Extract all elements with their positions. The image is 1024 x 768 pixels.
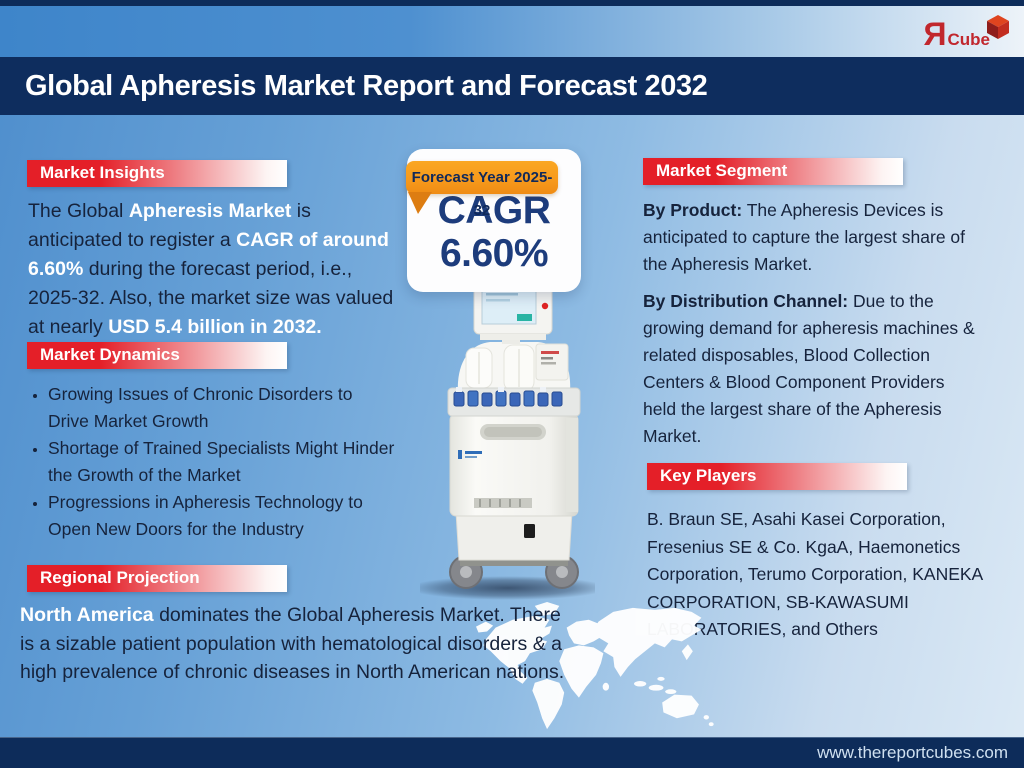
insights-seg-4: during the forecast period, i.e., 2025-3… [28,258,394,338]
by-product-paragraph: By Product: The Apheresis Devices is ant… [643,197,979,278]
regional-projection-label: Regional Projection [40,568,200,587]
page-title: Global Apheresis Market Report and Forec… [25,70,708,102]
rcube-logo: Я Cube [924,14,1011,56]
insights-highlight-usd: USD 5.4 billion in 2032. [108,316,322,338]
by-product-text: The Apheresis Devices is anticipated to … [643,200,966,274]
cube-logo-icon [987,15,1009,39]
forecast-ribbon: Forecast Year 2025-32 [406,161,558,219]
dynamics-item-2: Shortage of Trained Specialists Might Hi… [48,435,396,489]
market-dynamics-label: Market Dynamics [40,345,180,364]
footer-url[interactable]: www.thereportcubes.com [817,743,1008,762]
world-map-graphic [476,601,714,730]
dynamics-item-1: Growing Issues of Chronic Disorders to D… [48,381,396,435]
apheresis-machine-illustration [420,271,595,600]
market-dynamics-list: Growing Issues of Chronic Disorders to D… [28,381,396,543]
section-market-insights-header: Market Insights [27,160,287,187]
regional-projection-paragraph: North America dominates the Global Apher… [20,601,580,687]
cagr-value: 6.60% [439,232,549,275]
header-gradient-band: Я Cube [0,6,1024,57]
key-players-text: B. Braun SE, Asahi Kasei Corporation, Fr… [647,509,983,639]
section-market-dynamics-header: Market Dynamics [27,342,287,369]
market-segment-label: Market Segment [656,161,788,180]
top-navy-strip [0,0,1024,6]
logo-cube-text: Cube [947,30,991,49]
key-players-label: Key Players [660,466,757,485]
section-key-players-header: Key Players [647,463,907,490]
logo-r-letter: Я [923,16,947,52]
insights-seg-0: The Global [28,200,129,222]
cagr-label: CAGR [437,189,551,232]
by-channel-paragraph: By Distribution Channel: Due to the grow… [643,288,979,450]
insights-highlight-market: Apheresis Market [128,200,292,222]
title-bar: Global Apheresis Market Report and Forec… [0,57,1024,115]
ribbon-fold [408,192,432,214]
section-market-segment-header: Market Segment [643,158,903,185]
insights-seg-2: is anticipated to register a [28,200,311,251]
market-insights-label: Market Insights [40,163,165,182]
regional-seg-1: dominates the Global Apheresis Market. T… [20,604,565,683]
footer-bar: www.thereportcubes.com [0,737,1024,768]
dynamics-item-3: Progressions in Apheresis Technology to … [48,489,396,543]
insights-highlight-cagr: CAGR of around 6.60% [28,229,389,280]
by-product-lead: By Product: [643,200,743,220]
by-channel-lead: By Distribution Channel: [643,291,849,311]
forecast-ribbon-text: Forecast Year 2025-32 [411,169,553,219]
market-insights-paragraph: The Global Apheresis Market is anticipat… [28,197,398,342]
regional-highlight-north-america: North America [20,604,154,626]
by-channel-text: Due to the growing demand for apheresis … [643,291,975,446]
section-regional-projection-header: Regional Projection [27,565,287,592]
